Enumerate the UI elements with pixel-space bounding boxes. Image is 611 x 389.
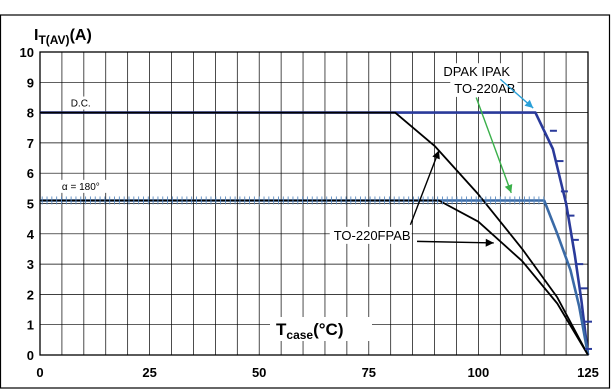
y-axis-title: IT(AV)(A) <box>34 27 92 47</box>
label-alpha: α = 180° <box>62 182 100 193</box>
annotations: D.C. α = 180° DPAK IPAK TO-220AB TO-220FPAB <box>57 63 534 247</box>
label-dpak-ipak-bg <box>439 63 522 81</box>
y-tick-label: 0 <box>27 348 34 363</box>
label-to220fpab: TO-220FPAB <box>334 228 411 243</box>
label-dpak-ipak: DPAK IPAK <box>443 64 510 79</box>
y-axis-title-main: I <box>34 27 38 44</box>
x-axis-title-sub: case <box>286 328 313 342</box>
y-tick-label: 7 <box>27 136 34 151</box>
y-tick-label: 3 <box>27 257 34 272</box>
arrow-fpab-dc <box>409 150 440 225</box>
y-tick-label: 6 <box>27 166 34 181</box>
plot-series <box>40 111 592 356</box>
y-tick-label: 4 <box>27 227 35 242</box>
ticks: 0 25 50 75 100 125 0 1 2 3 4 5 6 7 8 9 10 <box>20 45 599 380</box>
y-tick-label: 2 <box>27 287 34 302</box>
y-tick-label: 10 <box>20 45 34 60</box>
x-axis-title-main: T <box>276 320 287 339</box>
x-tick-label: 125 <box>577 365 599 380</box>
series-180-dpak-to220ab <box>40 199 590 356</box>
x-tick-label: 25 <box>142 365 156 380</box>
label-to220ab-bg <box>450 79 518 97</box>
title-strip <box>0 0 611 15</box>
label-to220ab: TO-220AB <box>454 81 515 96</box>
y-axis-title-sub: T(AV) <box>38 33 69 47</box>
label-dc: D.C. <box>71 99 91 110</box>
y-tick-label: 5 <box>27 197 34 212</box>
arrow-fpab-180 <box>417 240 494 244</box>
x-tick-label: 100 <box>468 365 490 380</box>
arrow-fpab-180-head <box>485 238 494 247</box>
series-dc-to220fpab <box>40 111 589 356</box>
y-tick-label: 8 <box>27 106 34 121</box>
x-axis-title-bg <box>270 317 372 341</box>
series-180-to220fpab <box>40 199 589 356</box>
y-axis-title-unit: (A) <box>70 27 92 44</box>
arrow-fpab-dc-head <box>432 150 440 160</box>
arrow-to220ab-head <box>504 184 513 193</box>
arrow-dpak-head <box>524 99 534 109</box>
y-tick-label: 9 <box>27 75 34 90</box>
label-alpha-bg <box>57 179 111 193</box>
plot-border <box>39 51 589 356</box>
x-axis-title-unit: (°C) <box>313 320 343 339</box>
label-dc-bg <box>66 96 98 110</box>
label-to220fpab-bg <box>329 226 412 244</box>
x-axis-title: Tcase(°C) <box>276 320 344 342</box>
x-tick-label: 0 <box>36 365 43 380</box>
y-tick-label: 1 <box>27 318 34 333</box>
grid-major <box>39 51 589 356</box>
series-dc-dpak-to220ab <box>40 111 590 356</box>
x-tick-label: 75 <box>362 365 376 380</box>
x-tick-label: 50 <box>252 365 266 380</box>
arrow-to220ab <box>475 97 512 194</box>
